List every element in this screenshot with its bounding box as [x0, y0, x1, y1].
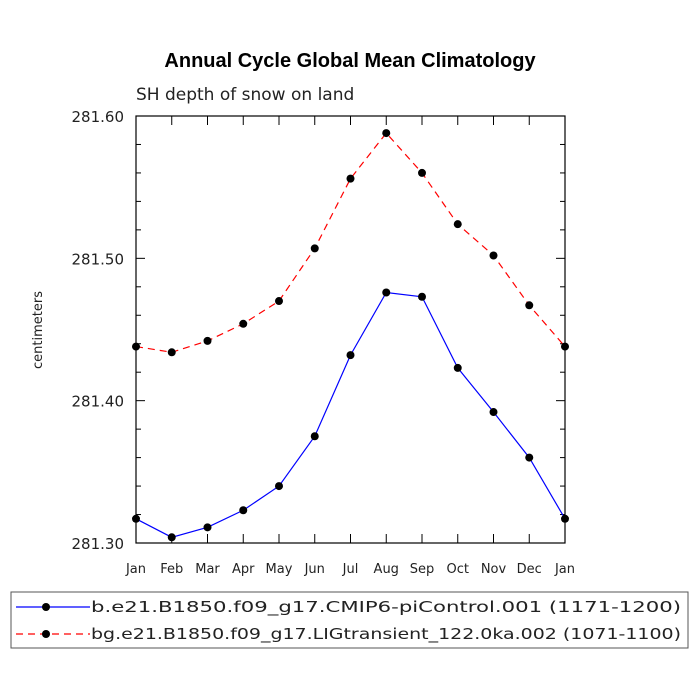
legend-box — [10, 591, 689, 649]
series-2-point — [418, 168, 426, 177]
series-1-point — [525, 453, 534, 462]
series-1-point — [346, 351, 355, 360]
x-tick-label: Feb — [160, 562, 183, 577]
x-tick-label: Sep — [410, 562, 435, 577]
legend-label-1: b.e21.B1850.f09_g17.CMIP6-piControl.001 … — [91, 598, 681, 617]
x-tick-label: Jan — [125, 562, 146, 577]
series-2-point — [561, 342, 569, 351]
y-tick-label: 281.50 — [72, 250, 125, 268]
series-1-point — [310, 432, 319, 441]
series-1-point — [132, 514, 140, 523]
series-1-point — [453, 363, 462, 372]
y-tick-label: 281.40 — [72, 393, 125, 411]
series-1-point — [382, 288, 391, 297]
y-tick-label: 281.60 — [72, 108, 125, 126]
series-line-1 — [135, 291, 566, 538]
y-axis-label: centimeters — [31, 291, 46, 369]
x-tick-label: Jan — [554, 562, 575, 577]
x-tick-label: Nov — [481, 562, 507, 577]
legend-label-2: bg.e21.B1850.f09_g17.LIGtransient_122.0k… — [91, 625, 681, 644]
series-2-point — [203, 336, 212, 345]
series-line-2 — [135, 132, 566, 353]
series-1-point — [167, 533, 176, 542]
series-2-point — [489, 251, 498, 260]
series-1-point — [489, 408, 498, 417]
legend-marker-1 — [42, 603, 50, 611]
x-tick-label: May — [266, 562, 293, 577]
series-2-point — [239, 319, 248, 328]
series-2-point — [275, 297, 283, 306]
series-2-point — [167, 348, 176, 357]
x-tick-label: Mar — [195, 562, 220, 577]
series-1-point — [418, 292, 426, 301]
x-tick-label: Jun — [304, 562, 325, 577]
series-1-point — [275, 482, 283, 491]
x-tick-label: Dec — [517, 562, 542, 577]
chart-title: Annual Cycle Global Mean Climatology — [164, 50, 536, 72]
series-2-point — [525, 301, 534, 310]
series-2-point — [382, 129, 391, 138]
series-1-point — [239, 506, 248, 515]
series-2-point — [346, 174, 355, 183]
series-2-point — [310, 244, 319, 253]
axes: 281.30 281.40 281.50 281.60 Jan Feb Mar Apr May J… — [72, 108, 576, 577]
x-tick-label: Jul — [342, 562, 359, 577]
x-tick-label: Apr — [232, 562, 255, 577]
series-1-point — [203, 523, 212, 532]
y-tick-label: 281.30 — [72, 535, 125, 553]
series-1-point — [561, 514, 569, 523]
x-tick-label: Aug — [374, 562, 399, 577]
legend: b.e21.B1850.f09_g17.CMIP6-piControl.001 … — [10, 591, 689, 649]
chart-subtitle: SH depth of snow on land — [136, 85, 354, 105]
legend-marker-2 — [42, 630, 50, 638]
series-layer — [132, 129, 569, 542]
x-tick-label: Oct — [447, 562, 469, 577]
series-2-point — [453, 220, 462, 229]
series-2-point — [132, 342, 140, 351]
